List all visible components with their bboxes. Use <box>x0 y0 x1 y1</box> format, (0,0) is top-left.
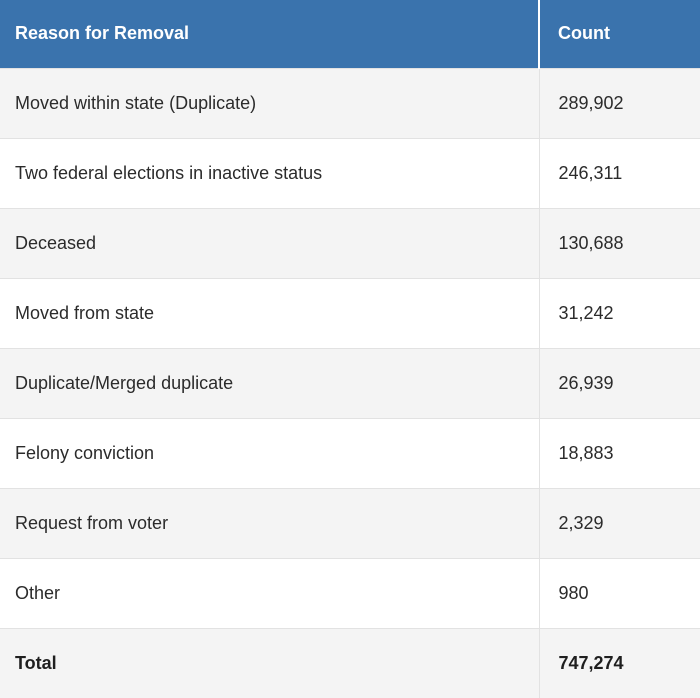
total-count: 747,274 <box>538 628 700 698</box>
header-count: Count <box>538 0 700 68</box>
reason-cell: Other <box>15 582 61 603</box>
reason-cell: Moved within state (Duplicate) <box>15 92 257 113</box>
table-row: Moved within state (Duplicate) 289,902 <box>0 68 700 138</box>
header-reason: Reason for Removal <box>15 23 190 44</box>
reason-cell: Deceased <box>15 232 97 253</box>
count-cell: 246,311 <box>538 138 700 208</box>
total-row: Total 747,274 <box>0 628 700 698</box>
count-cell: 26,939 <box>538 348 700 418</box>
table-header: Reason for Removal Count <box>0 0 700 68</box>
reason-cell: Request from voter <box>15 512 169 533</box>
count-cell: 980 <box>538 558 700 628</box>
reason-cell: Duplicate/Merged duplicate <box>15 372 234 393</box>
reason-cell: Felony conviction <box>15 442 155 463</box>
table-row: Deceased 130,688 <box>0 208 700 278</box>
reason-cell: Two federal elections in inactive status <box>15 162 323 183</box>
count-cell: 130,688 <box>538 208 700 278</box>
table-row: Two federal elections in inactive status… <box>0 138 700 208</box>
reason-cell: Moved from state <box>15 302 155 323</box>
table-row: Other 980 <box>0 558 700 628</box>
table-row: Request from voter 2,329 <box>0 488 700 558</box>
table-row: Moved from state 31,242 <box>0 278 700 348</box>
count-cell: 31,242 <box>538 278 700 348</box>
count-cell: 18,883 <box>538 418 700 488</box>
total-label: Total <box>15 652 57 673</box>
count-cell: 2,329 <box>538 488 700 558</box>
header-row: Reason for Removal Count <box>0 0 700 68</box>
count-cell: 289,902 <box>538 68 700 138</box>
table-row: Duplicate/Merged duplicate 26,939 <box>0 348 700 418</box>
table-row: Felony conviction 18,883 <box>0 418 700 488</box>
table-body: Moved within state (Duplicate) 289,902 T… <box>0 68 700 698</box>
